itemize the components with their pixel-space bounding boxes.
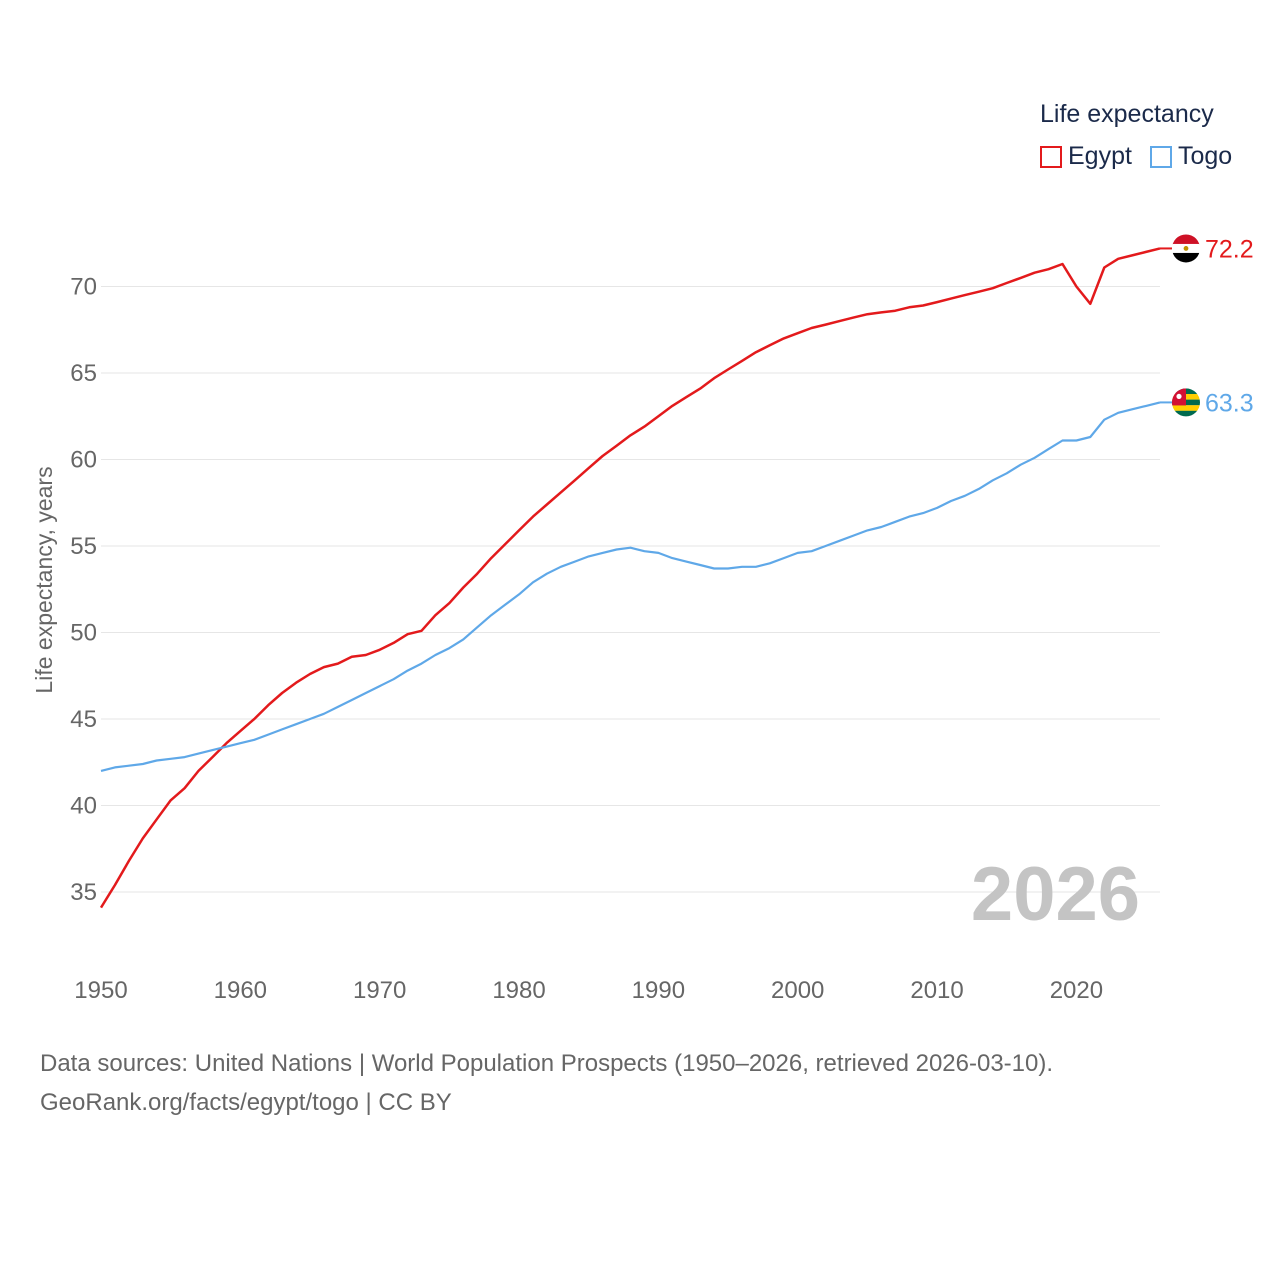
y-tick-label: 55 — [70, 533, 97, 560]
x-axis-ticks: 1950 1960 1970 1980 1990 2000 2010 2020 — [74, 977, 1103, 1004]
x-tick-label: 1960 — [214, 977, 267, 1004]
y-tick-label: 50 — [70, 620, 97, 647]
end-value-label-togo: 63.3 — [1205, 389, 1254, 417]
legend-item-egypt[interactable]: Egypt — [1040, 142, 1132, 171]
x-tick-label: 1990 — [632, 977, 685, 1004]
x-tick-label: 2020 — [1050, 977, 1103, 1004]
x-tick-label: 1950 — [74, 977, 127, 1004]
x-tick-label: 2010 — [910, 977, 963, 1004]
series-lines — [99, 247, 1161, 909]
gridlines — [101, 286, 1160, 893]
series-line-togo[interactable] — [100, 401, 1161, 772]
square-outline-icon — [1040, 145, 1062, 168]
end-labels: 72.2 63.3 — [1160, 234, 1254, 417]
x-tick-label: 2000 — [771, 977, 824, 1004]
y-tick-label: 60 — [70, 447, 97, 474]
current-year-watermark: 2026 — [971, 852, 1140, 937]
y-axis-ticks: 35 40 45 50 55 60 65 70 — [70, 274, 97, 907]
legend-item-togo[interactable]: Togo — [1149, 142, 1233, 171]
y-tick-label: 65 — [70, 360, 97, 387]
egypt-flag-icon — [1172, 234, 1200, 263]
data-source-note: Data sources: United Nations | World Pop… — [40, 1044, 1053, 1122]
legend-title: Life expectancy — [1040, 100, 1214, 128]
y-tick-label: 40 — [70, 793, 97, 820]
source-line-1: Data sources: United Nations | World Pop… — [40, 1050, 1054, 1077]
y-tick-label: 70 — [70, 274, 97, 301]
end-value-label-egypt: 72.2 — [1205, 235, 1254, 263]
y-tick-label: 35 — [70, 879, 97, 906]
x-tick-label: 1980 — [492, 977, 545, 1004]
togo-flag-icon — [1172, 388, 1200, 417]
square-outline-icon — [1149, 145, 1172, 168]
legend: Egypt Togo — [1040, 142, 1232, 171]
legend-label-togo: Togo — [1177, 142, 1233, 170]
y-tick-label: 45 — [70, 706, 97, 733]
y-axis-label: Life expectancy, years — [31, 466, 57, 693]
series-line-egypt[interactable] — [99, 247, 1161, 909]
legend-label-egypt: Egypt — [1068, 142, 1132, 170]
x-tick-label: 1970 — [353, 977, 406, 1004]
source-line-2[interactable]: GeoRank.org/facts/egypt/togo | CC BY — [40, 1089, 452, 1116]
